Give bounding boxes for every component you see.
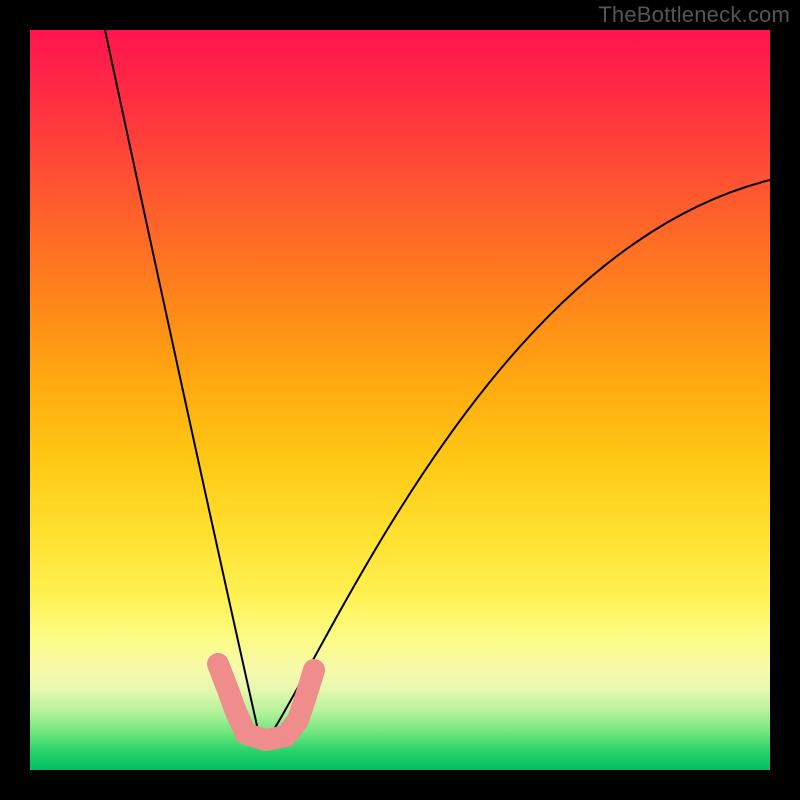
plot-svg <box>30 30 770 770</box>
chart-frame: TheBottleneck.com <box>0 0 800 800</box>
watermark-text: TheBottleneck.com <box>598 2 790 28</box>
main-curve <box>105 30 770 748</box>
plot-area <box>30 30 770 770</box>
pink-overlay <box>218 664 314 740</box>
